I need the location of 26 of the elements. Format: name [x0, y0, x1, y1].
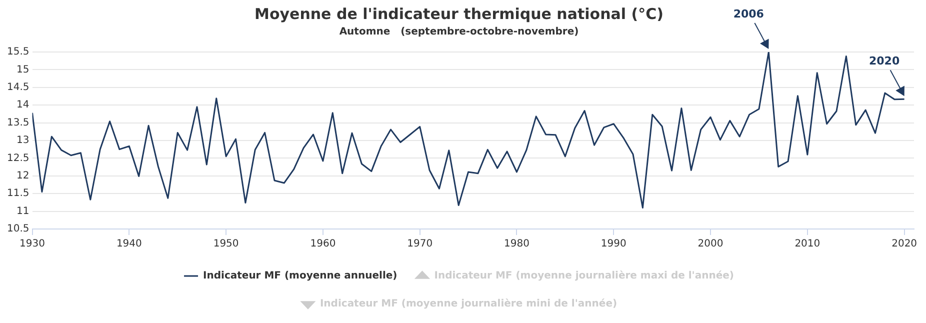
x-tick-label: 1970: [407, 238, 433, 250]
legend-label: Indicateur MF (moyenne annuelle): [203, 270, 398, 282]
x-tick-label: 1930: [20, 238, 45, 250]
x-tick-label: 1960: [310, 238, 336, 250]
annotation: 2020: [869, 54, 900, 68]
y-tick-label: 10.5: [7, 224, 30, 235]
x-tick-label: 2020: [892, 238, 918, 250]
annotation: 2006: [733, 7, 764, 20]
chart-title: Moyenne de l'indicateur thermique national (°C): [254, 4, 664, 23]
y-tick-label: 14: [16, 100, 30, 111]
y-tick-label: 15: [16, 64, 30, 76]
x-tick-label: 1980: [504, 238, 530, 250]
x-tick-label: 1990: [600, 238, 626, 250]
x-tick-label: 2000: [698, 238, 724, 250]
x-tick-label: 2010: [794, 238, 820, 250]
y-tick-label: 15.5: [7, 46, 30, 58]
y-tick-label: 11.5: [7, 188, 30, 200]
y-tick-label: 12.5: [7, 152, 30, 164]
y-tick-label: 13.5: [7, 117, 30, 128]
y-tick-label: 13: [16, 135, 30, 146]
x-tick-label: 1950: [213, 238, 239, 250]
y-tick-label: 14.5: [7, 82, 30, 93]
y-tick-label: 11: [16, 206, 30, 217]
y-tick-label: 12: [16, 170, 30, 182]
x-tick-label: 1940: [116, 238, 142, 250]
chart-subtitle: Automne (septembre-octobre-novembre): [339, 26, 579, 38]
